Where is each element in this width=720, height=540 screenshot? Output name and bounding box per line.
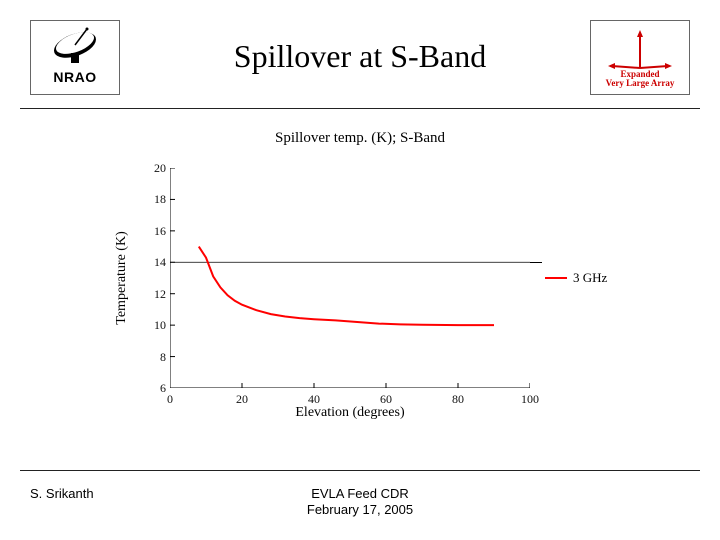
header-divider: [20, 108, 700, 109]
x-tick-label: 60: [380, 392, 392, 407]
x-tick-label: 40: [308, 392, 320, 407]
y-tick-label: 8: [136, 350, 166, 365]
legend-swatch: [545, 277, 567, 279]
plot-area: [170, 168, 530, 388]
footer-title: EVLA Feed CDR: [0, 486, 720, 502]
x-tick-label: 20: [236, 392, 248, 407]
footer-divider: [20, 470, 700, 471]
y-tick-label: 18: [136, 192, 166, 207]
y-tick-label: 10: [136, 318, 166, 333]
vla-y-icon: [598, 28, 682, 70]
chart-container: Spillover temp. (K); S-Band Temperature …: [100, 130, 620, 450]
y-tick-label: 16: [136, 224, 166, 239]
y-tick-label: 12: [136, 287, 166, 302]
vla-label-line2: Very Large Array: [606, 79, 675, 88]
chart-title: Spillover temp. (K); S-Band: [100, 130, 620, 147]
footer-center: EVLA Feed CDR February 17, 2005: [0, 486, 720, 519]
slide: NRAO Spillover at S-Band Expanded Ve: [0, 0, 720, 540]
gridline-extension: [530, 262, 542, 263]
y-tick-label: 6: [136, 381, 166, 396]
footer-date: February 17, 2005: [0, 502, 720, 518]
y-tick-label: 14: [136, 255, 166, 270]
chart-svg: [170, 168, 530, 388]
x-tick-label: 100: [521, 392, 539, 407]
x-axis-label: Elevation (degrees): [170, 405, 530, 421]
header: NRAO Spillover at S-Band Expanded Ve: [0, 20, 720, 100]
vla-logo: Expanded Very Large Array: [590, 20, 690, 95]
vla-logo-content: Expanded Very Large Array: [591, 21, 689, 94]
legend-label: 3 GHz: [573, 270, 607, 286]
y-tick-label: 20: [136, 161, 166, 176]
x-tick-label: 80: [452, 392, 464, 407]
legend: 3 GHz: [545, 270, 607, 286]
x-tick-label: 0: [167, 392, 173, 407]
